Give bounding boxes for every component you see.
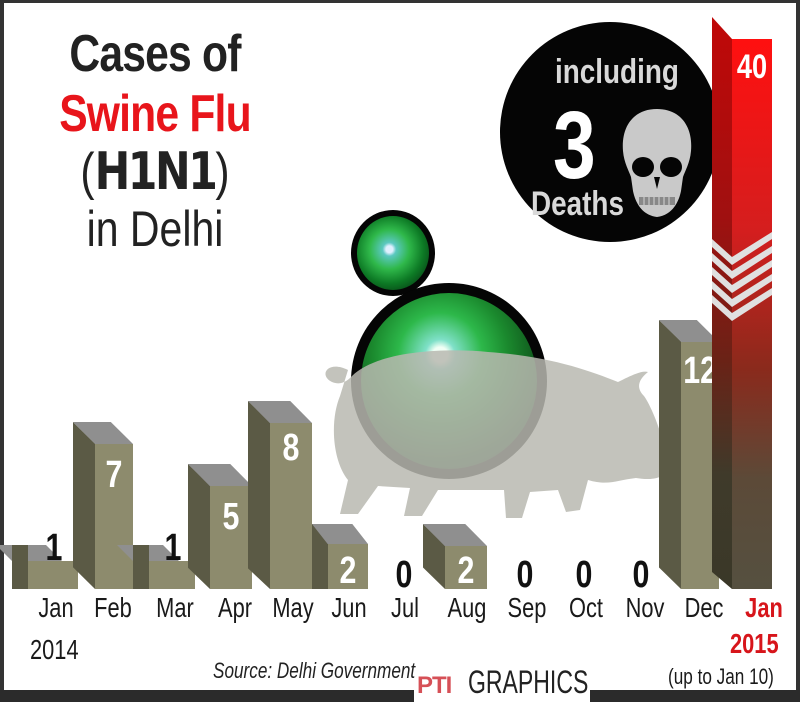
bottom-rule	[590, 690, 800, 702]
x-label-feb: Feb	[94, 592, 132, 623]
bar-jan-2015	[712, 17, 772, 589]
bar-value: 2	[339, 550, 357, 592]
title-line-1: Cases of	[69, 25, 241, 83]
x-label-jan-2015: Jan	[745, 592, 783, 623]
x-label-dec: Dec	[684, 592, 724, 623]
bar-feb: 7	[73, 422, 133, 589]
x-label-jan-2014: Jan	[38, 592, 74, 623]
title-line-2: Swine Flu	[59, 85, 251, 143]
x-label-oct: Oct	[569, 592, 603, 623]
credit-label: GRAPHICS	[468, 664, 589, 700]
pti-logo: PTI	[417, 672, 452, 699]
bar-value: 12	[683, 350, 718, 392]
chart-title: Cases of Swine Flu (H1N1) in Delhi	[30, 28, 280, 254]
x-label-jul: Jul	[391, 592, 419, 623]
x-label-sep: Sep	[507, 592, 547, 623]
x-label-jun: Jun	[331, 592, 367, 623]
bar-value: 1	[45, 527, 63, 569]
x-label-aug: Aug	[447, 592, 487, 623]
bar-jan-2014: 1	[0, 529, 78, 589]
bar-value: 7	[105, 454, 123, 496]
bar-value: 40	[736, 48, 768, 86]
bar-mar: 1	[117, 529, 195, 589]
bar-value: 1	[164, 527, 182, 569]
bar-value: 8	[282, 427, 300, 469]
bottom-rule	[0, 690, 414, 702]
paren-open: (	[80, 143, 95, 201]
bar-aug: 2	[423, 524, 487, 592]
bar-value-jul: 0	[395, 554, 413, 596]
bar-dec: 12	[659, 320, 719, 589]
bar-value-oct: 0	[575, 554, 593, 596]
virus-strain: H1N1	[94, 142, 218, 202]
bar-jan-2015-label: 40	[732, 50, 772, 90]
year-label-2014: 2014	[30, 634, 79, 665]
bar-apr: 5	[188, 464, 252, 589]
virus-illustration-small	[351, 210, 435, 296]
bar-jun: 2	[312, 524, 368, 592]
data-cutoff-note: (up to Jan 10)	[668, 664, 774, 689]
x-label-apr: Apr	[217, 592, 252, 623]
skull-icon	[622, 109, 692, 217]
bar-value-nov: 0	[632, 554, 650, 596]
bar-value-sep: 0	[516, 554, 534, 596]
bar-value: 5	[222, 496, 240, 538]
title-line-3: (H1N1)	[53, 146, 258, 198]
paren-close: )	[215, 143, 230, 201]
x-label-mar: Mar	[156, 592, 194, 623]
x-label-nov: Nov	[625, 592, 665, 623]
title-line-4: in Delhi	[86, 201, 224, 257]
deaths-label: Deaths	[531, 185, 624, 223]
bar-may: 8	[248, 401, 312, 589]
source-note: Source: Delhi Government	[213, 658, 416, 683]
deaths-count: 3	[553, 92, 596, 199]
year-label-2015: 2015	[730, 628, 779, 659]
deaths-prefix: including	[555, 53, 679, 91]
x-label-may: May	[272, 592, 314, 623]
bar-value: 2	[457, 550, 475, 592]
pig-silhouette-icon	[325, 350, 668, 518]
